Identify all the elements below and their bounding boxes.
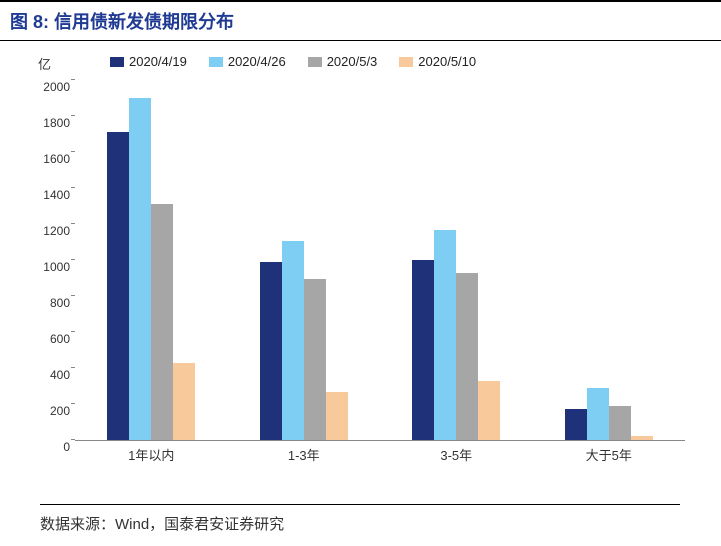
- y-tick-label: 1600: [30, 152, 70, 166]
- bar: [478, 381, 500, 440]
- legend-label: 2020/4/19: [129, 54, 187, 69]
- bar: [434, 230, 456, 440]
- bar: [631, 436, 653, 441]
- y-tick-label: 200: [30, 404, 70, 418]
- bar-group: [260, 241, 348, 440]
- x-tick-label: 3-5年: [396, 445, 516, 464]
- legend-item: 2020/4/26: [209, 54, 286, 69]
- bar: [151, 204, 173, 440]
- y-tick-mark: [71, 115, 75, 116]
- y-tick-label: 600: [30, 332, 70, 346]
- bar: [173, 363, 195, 440]
- y-tick-mark: [71, 439, 75, 440]
- legend-item: 2020/5/3: [308, 54, 378, 69]
- y-tick-mark: [71, 367, 75, 368]
- y-tick-mark: [71, 151, 75, 152]
- x-tick-label: 1年以内: [91, 445, 211, 464]
- legend-swatch: [110, 57, 124, 67]
- bar: [412, 260, 434, 440]
- data-source: 数据来源：Wind，国泰君安证券研究: [40, 504, 680, 534]
- legend-item: 2020/5/10: [399, 54, 476, 69]
- y-tick-mark: [71, 187, 75, 188]
- legend-swatch: [308, 57, 322, 67]
- y-axis-unit: 亿: [38, 54, 51, 73]
- y-tick-label: 1400: [30, 188, 70, 202]
- bar: [107, 132, 129, 440]
- y-tick-mark: [71, 295, 75, 296]
- y-tick-mark: [71, 259, 75, 260]
- legend-item: 2020/4/19: [110, 54, 187, 69]
- legend-swatch: [399, 57, 413, 67]
- bar: [129, 98, 151, 440]
- figure-container: 图 8: 信用债新发债期限分布 亿 2020/4/192020/4/262020…: [0, 0, 721, 546]
- bar: [587, 388, 609, 440]
- y-tick-mark: [71, 403, 75, 404]
- bar: [260, 262, 282, 440]
- y-tick-mark: [71, 331, 75, 332]
- bar: [565, 409, 587, 441]
- bar: [326, 392, 348, 440]
- bar-group: [107, 98, 195, 440]
- legend-swatch: [209, 57, 223, 67]
- y-tick-label: 1800: [30, 116, 70, 130]
- y-tick-mark: [71, 223, 75, 224]
- y-tick-label: 1200: [30, 224, 70, 238]
- y-tick-label: 0: [30, 440, 70, 454]
- bar-group: [565, 388, 653, 440]
- bar: [456, 273, 478, 440]
- legend-label: 2020/4/26: [228, 54, 286, 69]
- bar: [609, 406, 631, 440]
- chart-title: 图 8: 信用债新发债期限分布: [0, 0, 721, 41]
- chart-area: 02004006008001000120014001600180020001年以…: [75, 80, 685, 470]
- y-tick-label: 2000: [30, 80, 70, 94]
- y-tick-label: 1000: [30, 260, 70, 274]
- legend: 2020/4/19 2020/4/26 2020/5/3 2020/5/10: [110, 54, 476, 69]
- plot-area: 02004006008001000120014001600180020001年以…: [75, 80, 685, 441]
- legend-label: 2020/5/10: [418, 54, 476, 69]
- bar: [282, 241, 304, 440]
- y-tick-label: 800: [30, 296, 70, 310]
- legend-label: 2020/5/3: [327, 54, 378, 69]
- x-tick-label: 大于5年: [549, 445, 669, 464]
- x-tick-label: 1-3年: [244, 445, 364, 464]
- y-tick-mark: [71, 79, 75, 80]
- bar: [304, 279, 326, 440]
- bar-group: [412, 230, 500, 440]
- y-tick-label: 400: [30, 368, 70, 382]
